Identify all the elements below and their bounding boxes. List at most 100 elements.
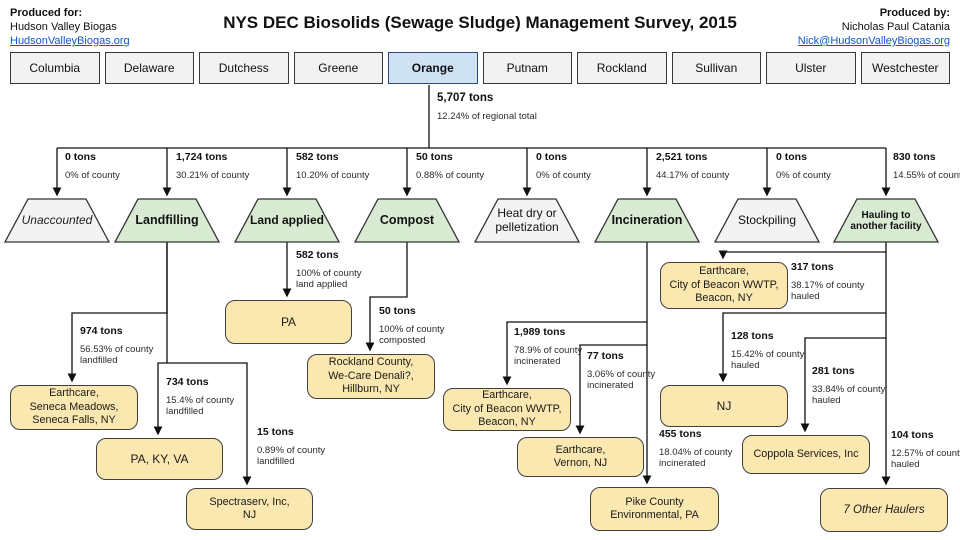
branch-label-incineration: 2,521 tons 44.17% of county [656, 151, 730, 181]
branch-share: 0% of county [536, 169, 591, 181]
dest-coppola-services: Coppola Services, Inc [742, 435, 870, 474]
flow-tons: 974 tons [80, 325, 123, 337]
node-land-applied: Land applied [249, 212, 324, 227]
branch-label-land-applied: 582 tons 10.20% of county [296, 151, 370, 181]
tab-orange[interactable]: Orange [388, 52, 478, 84]
branch-share: 30.21% of county [176, 169, 250, 181]
flow-share: 100% of county composted [379, 323, 445, 347]
produced-for-block: Produced for: Hudson Valley Biogas Hudso… [10, 6, 130, 48]
tab-delaware[interactable]: Delaware [104, 52, 194, 84]
flow-label-nj-hauled: 128 tons 15.42% of county hauled [731, 330, 817, 372]
flow-tons: 455 tons [659, 428, 702, 440]
flow-share: 15.4% of county landfilled [166, 394, 235, 418]
dest-seneca-meadows: Earthcare, Seneca Meadows, Seneca Falls, N… [10, 385, 138, 430]
flow-share: 0.89% of county landfilled [257, 444, 326, 468]
produced-by-label: Produced by: [879, 7, 950, 19]
flow-label-spectraserv: 15 tons 0.89% of county landfilled [257, 426, 345, 468]
flow-tons: 582 tons [296, 249, 339, 261]
county-total-share: 12.24% of regional total [437, 110, 537, 122]
flow-label-vernon: 77 tons 3.06% of county incinerated [587, 350, 673, 392]
produced-by-block: Produced by: Nicholas Paul Catania Nick@… [798, 6, 950, 48]
tab-westchester[interactable]: Westchester [860, 52, 950, 84]
branch-tons: 582 tons [296, 151, 339, 163]
dest-pike-county: Pike County Environmental, PA [590, 487, 719, 531]
flow-label-pike: 455 tons 18.04% of county incinerated [659, 428, 745, 470]
produced-by-link[interactable]: Nick@HudsonValleyBiogas.org [797, 35, 950, 47]
flow-share: 18.04% of county incinerated [659, 446, 733, 470]
produced-for-link[interactable]: HudsonValleyBiogas.org [10, 35, 130, 47]
flow-tons: 77 tons [587, 350, 624, 362]
flow-label-land-applied-pa: 582 tons 100% of county land applied [296, 249, 382, 291]
flow-share: 78.9% of county incinerated [514, 344, 583, 368]
county-tabs: Columbia Delaware Dutchess Greene Orange… [10, 52, 950, 84]
page-title: NYS DEC Biosolids (Sewage Sludge) Manage… [223, 13, 737, 32]
flow-tons: 317 tons [791, 261, 834, 273]
flow-share: 33.84% of county hauled [812, 383, 886, 407]
tab-rockland[interactable]: Rockland [577, 52, 667, 84]
dest-beacon-wwtp-incineration: Earthcare, City of Beacon WWTP, Beacon, NY [443, 388, 571, 431]
flow-tons: 734 tons [166, 376, 209, 388]
flow-label-seneca: 974 tons 56.53% of county landfilled [80, 325, 166, 367]
branch-tons: 0 tons [536, 151, 567, 163]
flow-share: 38.17% of county hauled [791, 279, 865, 303]
flow-label-composted: 50 tons 100% of county composted [379, 305, 465, 347]
flow-tons: 281 tons [812, 365, 855, 377]
flow-tons: 104 tons [891, 429, 934, 441]
node-hauling: Hauling to another facility [850, 209, 922, 232]
flow-share: 56.53% of county landfilled [80, 343, 154, 367]
tab-putnam[interactable]: Putnam [482, 52, 572, 84]
dest-other-haulers: 7 Other Haulers [820, 488, 948, 532]
dest-earthcare-vernon: Earthcare, Vernon, NJ [517, 437, 644, 477]
tab-greene[interactable]: Greene [293, 52, 383, 84]
node-heat-dry: Heat dry or pelletization [495, 206, 559, 234]
branch-share: 10.20% of county [296, 169, 370, 181]
branch-share: 44.17% of county [656, 169, 730, 181]
county-total-tons: 5,707 tons [437, 92, 494, 104]
tab-columbia[interactable]: Columbia [10, 52, 100, 84]
flow-tons: 15 tons [257, 426, 294, 438]
dest-nj: NJ [660, 385, 788, 427]
branch-share: 0% of county [776, 169, 831, 181]
branch-tons: 0 tons [776, 151, 807, 163]
flow-label-coppola: 281 tons 33.84% of county hauled [812, 365, 902, 407]
node-incineration: Incineration [611, 212, 683, 227]
produced-by-name: Nicholas Paul Catania [841, 21, 950, 33]
branch-share: 0.88% of county [416, 169, 485, 181]
produced-for-label: Produced for: [10, 7, 83, 19]
branch-tons: 2,521 tons [656, 151, 708, 163]
flow-label-beacon-incinerated: 1,989 tons 78.9% of county incinerated [514, 326, 604, 368]
dest-pa: PA [225, 300, 352, 344]
flow-share: 3.06% of county incinerated [587, 368, 656, 392]
node-unaccounted: Unaccounted [21, 212, 93, 227]
dest-spectraserv: Spectraserv, Inc, NJ [186, 488, 313, 530]
branch-label-stockpiling: 0 tons 0% of county [776, 151, 831, 181]
flow-label-other-haulers: 104 tons 12.57% of county hauled [891, 429, 960, 471]
flow-share: 100% of county land applied [296, 267, 362, 291]
branch-label-landfilling: 1,724 tons 30.21% of county [176, 151, 250, 181]
flow-label-pa-ky-va: 734 tons 15.4% of county landfilled [166, 376, 252, 418]
flow-share: 12.57% of county hauled [891, 447, 960, 471]
county-total: 5,707 tons 12.24% of regional total [437, 92, 537, 123]
tab-dutchess[interactable]: Dutchess [199, 52, 289, 84]
branch-label-unaccounted: 0 tons 0% of county [65, 151, 120, 181]
branch-label-hauling: 830 tons 14.55% of county [893, 151, 960, 181]
flow-tons: 50 tons [379, 305, 416, 317]
node-stockpiling: Stockpiling [737, 212, 797, 227]
flow-tons: 128 tons [731, 330, 774, 342]
dest-pa-ky-va: PA, KY, VA [96, 438, 223, 480]
branch-label-heat-dry: 0 tons 0% of county [536, 151, 591, 181]
flow-tons: 1,989 tons [514, 326, 566, 338]
branch-tons: 830 tons [893, 151, 936, 163]
branch-label-compost: 50 tons 0.88% of county [416, 151, 485, 181]
node-compost: Compost [379, 212, 435, 227]
dest-beacon-wwtp-hauling: Earthcare, City of Beacon WWTP, Beacon, NY [660, 262, 788, 309]
tab-sullivan[interactable]: Sullivan [671, 52, 761, 84]
branch-share: 0% of county [65, 169, 120, 181]
branch-tons: 1,724 tons [176, 151, 228, 163]
produced-for-name: Hudson Valley Biogas [10, 21, 117, 33]
tab-ulster[interactable]: Ulster [766, 52, 856, 84]
branch-share: 14.55% of county [893, 169, 960, 181]
node-landfilling: Landfilling [135, 212, 199, 227]
dest-rockland-county: Rockland County, We-Care Denali?, Hillburn… [307, 354, 435, 399]
